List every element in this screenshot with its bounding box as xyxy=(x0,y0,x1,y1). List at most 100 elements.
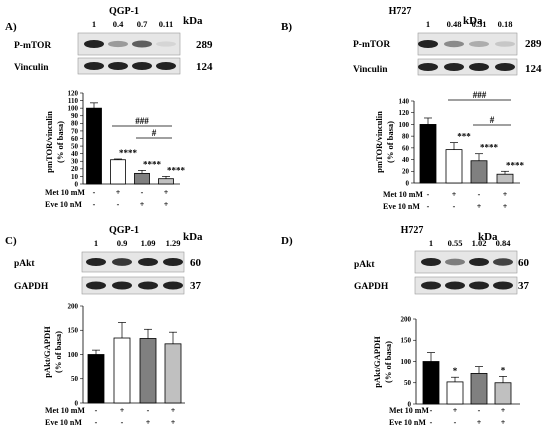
ratio-value: 0.18 xyxy=(498,19,513,29)
ratio-value: 0.48 xyxy=(447,19,462,29)
y-tick-label: 30 xyxy=(71,158,79,166)
kda-label: kDa xyxy=(478,231,498,243)
panel-title: H727 xyxy=(389,6,412,17)
kda-label: kDa xyxy=(183,15,203,27)
condition-label: Eve 10 nM xyxy=(45,200,82,209)
y-tick-label: 150 xyxy=(401,337,412,345)
blot-band xyxy=(444,40,464,48)
condition-sign: - xyxy=(93,188,96,197)
condition-sign: - xyxy=(93,200,96,209)
blot-band xyxy=(469,63,489,71)
ratio-value: 0.84 xyxy=(496,238,512,248)
molecular-weight: 37 xyxy=(518,280,530,292)
condition-sign: - xyxy=(95,418,98,427)
bar xyxy=(86,107,102,185)
bar xyxy=(164,343,182,404)
y-tick-label: 100 xyxy=(399,121,410,129)
y-tick-label: 150 xyxy=(68,327,79,335)
y-tick-label: 100 xyxy=(401,358,412,366)
condition-sign: - xyxy=(478,406,481,415)
blot-label: Vinculin xyxy=(14,63,49,73)
blot-band xyxy=(132,62,152,70)
y-tick-label: 140 xyxy=(399,97,410,105)
condition-sign: + xyxy=(164,200,169,209)
blot-band xyxy=(163,281,183,290)
y-tick-label: 50 xyxy=(71,375,79,383)
ratio-value: 0.55 xyxy=(448,238,463,248)
blot-band xyxy=(469,281,489,290)
blot-band xyxy=(156,62,176,70)
blot-label: pAkt xyxy=(354,260,375,270)
blot-strip xyxy=(81,276,185,295)
y-axis-label: pmTOR/vinculin(% of basa) xyxy=(374,111,395,173)
bracket-label: # xyxy=(152,128,157,138)
condition-sign: - xyxy=(478,190,481,199)
condition-sign: + xyxy=(171,406,176,415)
significance-marker: **** xyxy=(143,159,162,169)
ratio-value: 0.31 xyxy=(472,19,487,29)
y-tick-label: 80 xyxy=(71,120,79,128)
blot-band xyxy=(163,258,183,266)
ratio-value: 1 xyxy=(429,238,433,248)
significance-marker: **** xyxy=(167,165,186,175)
blot-label: P-mTOR xyxy=(353,40,390,50)
significance-marker: *** xyxy=(457,132,471,142)
ratio-value: 1.29 xyxy=(166,238,181,248)
y-axis-label-line: pmTOR/vinculin xyxy=(44,111,54,173)
molecular-weight: 60 xyxy=(190,257,202,269)
blot-band xyxy=(418,63,438,71)
blot-label: P-mTOR xyxy=(14,41,51,51)
blot-band xyxy=(108,62,128,70)
panel-letter: D) xyxy=(281,235,293,247)
condition-sign: - xyxy=(430,406,433,415)
bar xyxy=(494,382,512,405)
y-axis-label-line: (% of basa) xyxy=(53,331,63,373)
blot-band xyxy=(84,40,104,48)
ratio-value: 0.4 xyxy=(113,19,124,29)
blot-strip xyxy=(414,276,518,295)
kda-label: kDa xyxy=(183,231,203,243)
y-tick-label: 40 xyxy=(402,156,410,164)
y-tick-label: 20 xyxy=(402,168,410,176)
condition-sign: + xyxy=(477,418,482,427)
blot-band xyxy=(108,40,128,48)
blot-band xyxy=(469,41,489,47)
condition-sign: - xyxy=(430,418,433,427)
blot-band xyxy=(112,258,132,266)
blot-band xyxy=(84,62,104,70)
condition-sign: + xyxy=(116,188,121,197)
blot-strip xyxy=(81,251,185,273)
y-tick-label: 0 xyxy=(75,180,79,188)
condition-label: Eve 10 nM xyxy=(45,418,82,427)
condition-label: Eve 10 nM xyxy=(389,418,426,427)
y-tick-label: 120 xyxy=(399,109,410,117)
bracket-label: # xyxy=(490,115,495,125)
blot-band xyxy=(138,281,158,290)
condition-sign: + xyxy=(140,200,145,209)
condition-sign: + xyxy=(171,418,176,427)
blot-strip xyxy=(414,250,518,274)
y-axis-label-line: (% of basa) xyxy=(385,121,395,163)
y-tick-label: 80 xyxy=(402,133,410,141)
y-tick-label: 60 xyxy=(71,135,79,143)
bar xyxy=(470,160,488,184)
blot-label: Vinculin xyxy=(353,65,388,75)
condition-sign: + xyxy=(453,406,458,415)
y-tick-label: 10 xyxy=(71,173,79,181)
condition-sign: - xyxy=(117,200,120,209)
condition-sign: + xyxy=(501,418,506,427)
panel-letter: A) xyxy=(5,21,17,33)
condition-sign: - xyxy=(427,190,430,199)
bar xyxy=(470,372,488,405)
blot-band xyxy=(138,258,158,266)
panel-letter: C) xyxy=(5,235,17,247)
blot-band xyxy=(86,258,106,266)
blot-band xyxy=(495,41,515,47)
bar xyxy=(446,381,464,405)
ratio-value: 1.09 xyxy=(141,238,156,248)
ratio-value: 0.11 xyxy=(159,19,173,29)
y-tick-label: 100 xyxy=(68,105,79,113)
blot-band xyxy=(445,281,465,290)
blot-band xyxy=(493,258,513,266)
